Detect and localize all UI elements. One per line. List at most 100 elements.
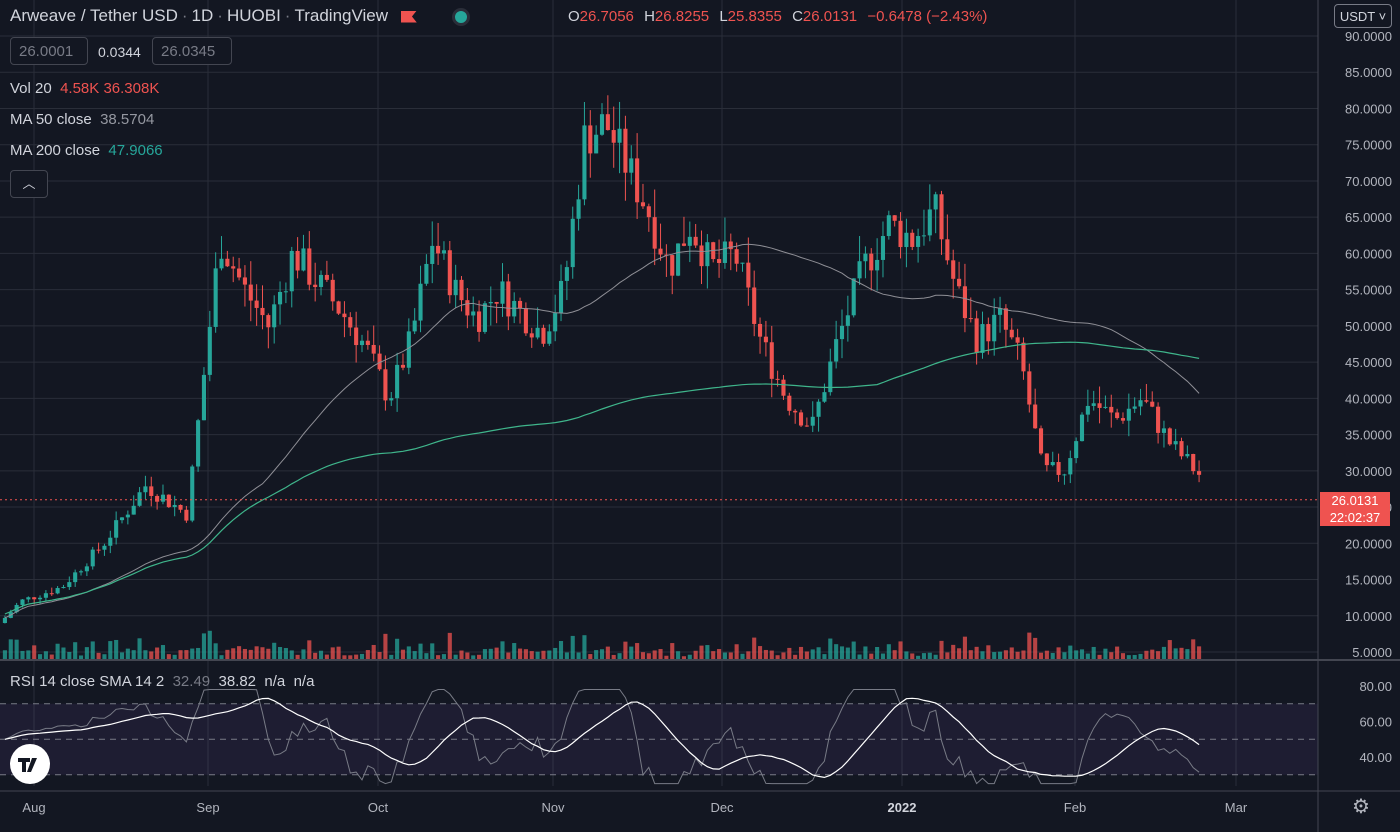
- candle-body: [73, 572, 78, 583]
- volume-bar: [705, 645, 710, 659]
- volume-bar: [354, 654, 359, 659]
- volume-bar: [90, 641, 95, 659]
- volume-bar: [149, 651, 154, 659]
- candle-body: [968, 318, 973, 320]
- volume-bar: [998, 651, 1003, 659]
- price-tick-label: 20.0000: [1345, 536, 1392, 551]
- legend-rsi[interactable]: RSI 14 close SMA 14 2 32.49 38.82 n/a n/…: [10, 673, 315, 690]
- volume-bar: [131, 650, 136, 659]
- price-tick-label: 40.0000: [1345, 391, 1392, 406]
- volume-bar: [558, 641, 564, 659]
- candle-body: [605, 114, 610, 131]
- volume-bar: [687, 654, 692, 659]
- volume-bar: [225, 649, 230, 659]
- volume-bar: [108, 641, 113, 659]
- volume-bar: [553, 647, 558, 659]
- candle-body: [798, 412, 804, 426]
- collapse-legend-button[interactable]: ︿: [10, 170, 48, 198]
- candle-body: [1038, 428, 1044, 454]
- candle-body: [734, 249, 739, 264]
- volume-bar: [488, 648, 493, 659]
- volume-bar: [1150, 649, 1155, 659]
- candle-body: [1050, 462, 1055, 466]
- volume-bar: [1003, 650, 1008, 659]
- legend-ma50[interactable]: MA 50 close 38.5704: [10, 111, 155, 128]
- volume-bar: [564, 652, 569, 659]
- rsi-band: [0, 703, 1318, 776]
- candle-body: [67, 582, 72, 588]
- candle-body: [1126, 408, 1131, 421]
- candle-body: [810, 416, 815, 426]
- bar-countdown: 22:02:37: [1320, 509, 1390, 526]
- volume-bar: [921, 653, 926, 659]
- candle-body: [131, 505, 136, 515]
- price-tick-label: 85.0000: [1345, 65, 1392, 80]
- chevron-up-icon: ︿: [22, 176, 36, 191]
- price-tick-label: 80.0000: [1345, 101, 1392, 116]
- candle-body: [646, 206, 651, 218]
- candle-body: [1003, 308, 1008, 330]
- candle-body: [55, 588, 60, 594]
- market-status-icon: [451, 7, 470, 26]
- price-tick-label: 5.0000: [1352, 645, 1392, 660]
- volume-bar: [769, 650, 774, 659]
- candle-body: [336, 301, 341, 314]
- volume-bar: [119, 652, 125, 659]
- buy-button[interactable]: 26.0345: [152, 37, 232, 65]
- volume-bar: [1191, 639, 1196, 659]
- candle-body: [482, 303, 487, 332]
- volume-bar: [535, 651, 540, 659]
- candle-body: [1161, 428, 1166, 433]
- volume-bar: [664, 655, 669, 659]
- candle-body: [687, 236, 692, 246]
- currency-select[interactable]: USDT ˅: [1334, 4, 1392, 28]
- candle-body: [717, 259, 722, 263]
- volume-bar: [436, 655, 441, 659]
- candle-body: [266, 315, 271, 328]
- volume-bar: [939, 640, 944, 659]
- candle-body: [190, 466, 195, 521]
- volume-bar: [904, 651, 909, 659]
- price-tick-label: 60.0000: [1345, 246, 1392, 261]
- tradingview-logo[interactable]: [10, 744, 50, 784]
- candle-body: [588, 125, 593, 154]
- candle-body: [910, 232, 915, 247]
- price-tick-label: 30.0000: [1345, 464, 1392, 479]
- volume-bar: [617, 653, 622, 659]
- candle-body: [933, 194, 938, 210]
- volume-bar: [78, 655, 84, 659]
- candle-body: [500, 281, 505, 304]
- candle-body: [1097, 403, 1102, 408]
- candle-body: [365, 340, 370, 345]
- gear-icon[interactable]: ⚙: [1352, 796, 1370, 818]
- volume-bar: [886, 644, 891, 659]
- candle-body: [289, 250, 294, 292]
- candle-body: [898, 220, 903, 248]
- volume-bar: [693, 650, 698, 659]
- candle-body: [804, 425, 809, 427]
- candle-body: [1138, 400, 1143, 407]
- volume-bar: [283, 648, 288, 659]
- flag-icon[interactable]: [400, 10, 417, 23]
- candle-body: [740, 262, 745, 264]
- legend-volume[interactable]: Vol 20 4.58K 36.308K: [10, 80, 160, 97]
- candle-body: [119, 517, 125, 521]
- candle-body: [1044, 453, 1049, 466]
- candle-body: [992, 314, 997, 342]
- legend-ma200[interactable]: MA 200 close 47.9066: [10, 142, 163, 159]
- volume-bar: [547, 650, 552, 659]
- volume-bar: [336, 646, 341, 659]
- candle-body: [488, 301, 493, 304]
- time-tick-label: Oct: [368, 800, 389, 815]
- sell-button[interactable]: 26.0001: [10, 37, 88, 65]
- time-tick-label: Dec: [710, 800, 734, 815]
- volume-bar: [324, 654, 329, 659]
- candle-body: [254, 300, 259, 308]
- symbol-title[interactable]: Arweave / Tether USD · 1D · HUOBI · TradingVie…: [10, 6, 470, 26]
- ma50-line: [4, 243, 1200, 619]
- volume-bar: [658, 649, 663, 659]
- candle-body: [207, 326, 212, 375]
- volume-bar: [506, 652, 511, 659]
- candle-body: [623, 128, 628, 173]
